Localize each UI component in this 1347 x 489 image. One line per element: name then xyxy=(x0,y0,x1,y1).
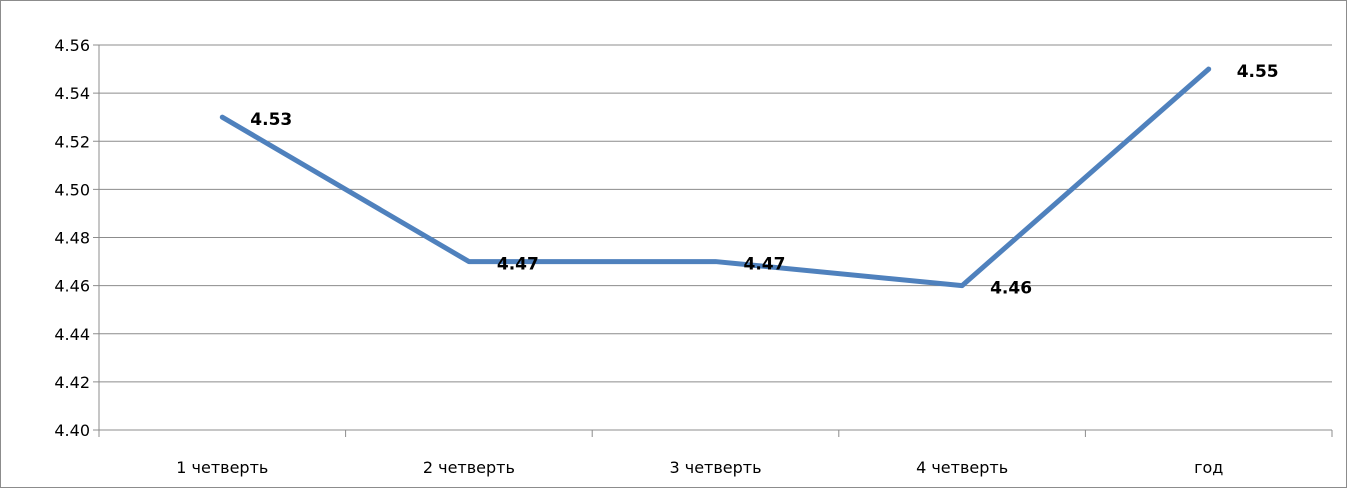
gridlines xyxy=(99,44,1332,383)
x-tick-label: 4 четверть xyxy=(916,458,1008,477)
series-line xyxy=(219,66,1212,289)
data-label: 4.47 xyxy=(744,255,786,275)
y-tick-label: 4.50 xyxy=(54,180,90,199)
y-tick-label: 4.54 xyxy=(54,84,90,103)
y-tick-label: 4.52 xyxy=(54,132,90,151)
y-tick-label: 4.42 xyxy=(54,373,90,392)
y-tick-labels: 4.40 4.42 4.44 4.46 4.48 4.50 4.52 4.54 4.56 xyxy=(54,36,90,440)
data-label: 4.46 xyxy=(990,279,1032,299)
y-tick-label: 4.48 xyxy=(54,229,90,248)
x-tick-label: 2 четверть xyxy=(423,458,515,477)
data-label: 4.47 xyxy=(497,255,539,275)
axes xyxy=(93,44,1333,437)
data-labels: 4.53 4.47 4.47 4.46 4.55 xyxy=(250,62,1278,299)
x-tick-label: 1 четверть xyxy=(176,458,268,477)
y-tick-label: 4.40 xyxy=(54,421,90,440)
x-tick-labels: 1 четверть 2 четверть 3 четверть 4 четверть… xyxy=(176,458,1223,477)
y-tick-label: 4.44 xyxy=(54,325,90,344)
x-tick-label: год xyxy=(1194,458,1223,477)
y-tick-label: 4.46 xyxy=(54,277,90,296)
series xyxy=(219,66,1212,289)
x-tick-label: 3 четверть xyxy=(669,458,761,477)
data-label: 4.55 xyxy=(1237,62,1279,82)
data-label: 4.53 xyxy=(250,110,292,130)
y-tick-label: 4.56 xyxy=(54,36,90,55)
